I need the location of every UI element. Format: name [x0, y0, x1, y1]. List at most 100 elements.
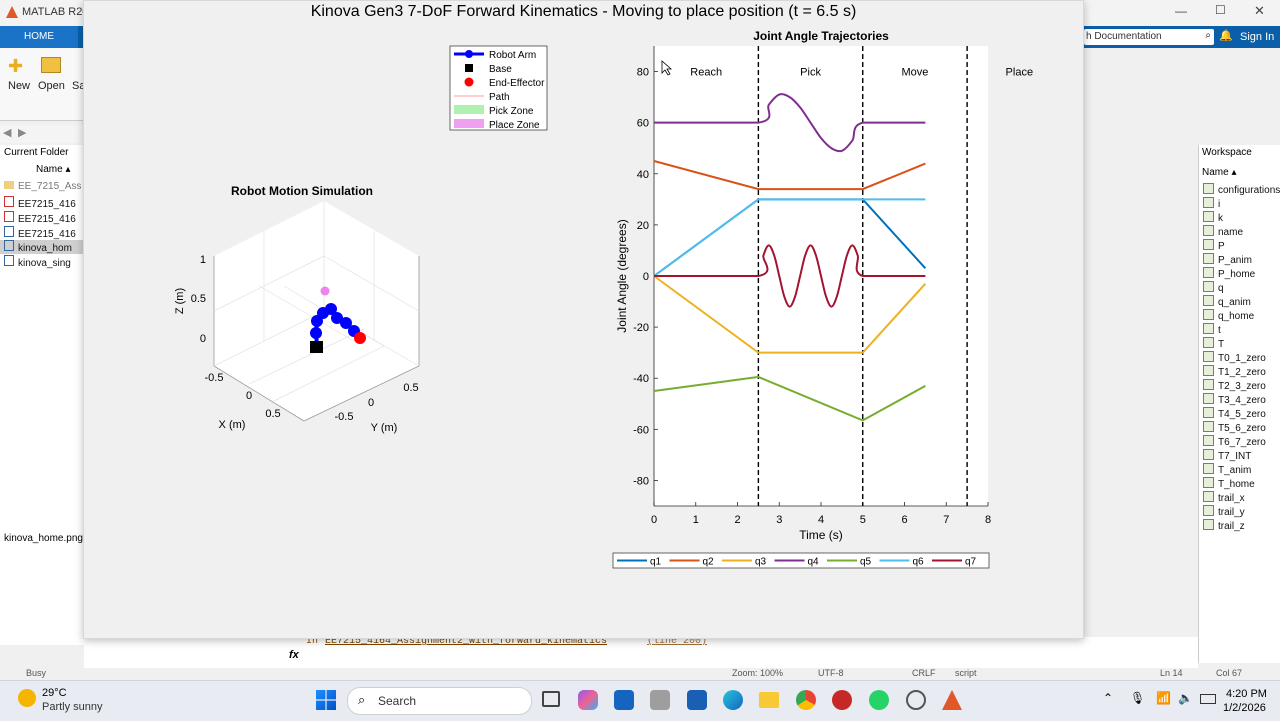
workspace-variable[interactable]: P_anim	[1203, 253, 1252, 266]
bell-icon[interactable]: 🔔	[1219, 30, 1233, 42]
workspace-variable[interactable]: k	[1203, 211, 1223, 224]
sign-in-link[interactable]: Sign In	[1240, 31, 1275, 43]
weather-desc[interactable]: Partly sunny	[42, 701, 103, 713]
whatsapp-icon[interactable]	[869, 690, 889, 710]
sim-3d-axes[interactable]: 1 0.5 0 Z (m) -0.5 0 0.5 X (m) -0.5 0 0.…	[174, 201, 420, 434]
close-button[interactable]: ✕	[1254, 3, 1265, 18]
x-tick-label: 0	[651, 514, 657, 526]
variable-icon	[1203, 351, 1214, 362]
robot-joint	[325, 303, 337, 315]
cmd-line-link[interactable]: (line 200)	[647, 636, 708, 647]
workspace-variable[interactable]: P	[1203, 239, 1225, 252]
app-icon[interactable]	[650, 690, 670, 710]
taskbar-search-box[interactable]: ⌕ Search	[347, 687, 532, 715]
clock-date[interactable]: 1/2/2026	[1223, 702, 1266, 714]
workspace-variable[interactable]: T_anim	[1203, 463, 1251, 476]
command-window[interactable]: In EE7215_4164_Assignment2_with_forward_…	[84, 636, 1198, 668]
new-icon[interactable]: ✚	[8, 56, 24, 76]
workspace-variable[interactable]: T5_6_zero	[1203, 421, 1266, 434]
file-preview-tab[interactable]: kinova_home.png	[4, 533, 83, 544]
search-docs-input[interactable]: h Documentation ⌕	[1084, 29, 1214, 45]
file-item[interactable]: EE7215_416	[4, 211, 76, 225]
legend-label: Robot Arm	[489, 50, 536, 61]
workspace-variable[interactable]: q	[1203, 281, 1224, 294]
workspace-variable[interactable]: T4_5_zero	[1203, 407, 1266, 420]
workspace-variable[interactable]: T	[1203, 337, 1224, 350]
forward-icon[interactable]: ▶	[18, 127, 27, 139]
joint-angle-chart[interactable]: 0 1 2 3 4 5 6 7 8 -80 -60 -40 -20 0 20 40 60 80 Joint Angl…	[612, 29, 1033, 569]
workspace-variable[interactable]: name	[1203, 225, 1243, 238]
weather-temp[interactable]: 29°C	[42, 687, 67, 699]
chart-title: Joint Angle Trajectories	[753, 29, 889, 43]
workspace-variable[interactable]: trail_y	[1203, 505, 1245, 518]
app-icon[interactable]	[906, 690, 926, 710]
robot-joint	[340, 317, 352, 329]
workspace-variable[interactable]: q_anim	[1203, 295, 1251, 308]
volume-icon[interactable]: 🔈	[1178, 691, 1193, 705]
legend-label: q5	[860, 557, 872, 568]
taskbar-search-label: Search	[378, 694, 417, 708]
open-button[interactable]: Open	[38, 80, 65, 92]
workspace-name-header[interactable]: Name ▴	[1202, 167, 1237, 178]
fx-icon: fx	[289, 649, 299, 661]
matlab-taskbar-icon[interactable]	[942, 690, 962, 710]
x-tick-label: 1	[693, 514, 699, 526]
workspace-variable[interactable]: trail_x	[1203, 491, 1245, 504]
file-item[interactable]: kinova_sing	[4, 255, 71, 269]
task-view-icon[interactable]	[542, 691, 560, 707]
workspace-variable[interactable]: T6_7_zero	[1203, 435, 1266, 448]
legend-label: q1	[650, 557, 662, 568]
workspace-variable[interactable]: configurations	[1203, 183, 1280, 196]
tab-home[interactable]: HOME	[0, 26, 78, 48]
chrome-icon[interactable]	[796, 690, 816, 710]
workspace-variable[interactable]: T3_4_zero	[1203, 393, 1266, 406]
edge-icon[interactable]	[723, 690, 743, 710]
address-bar[interactable]: ◀ ▶	[0, 125, 84, 143]
outlook-icon[interactable]	[614, 690, 634, 710]
app-icon[interactable]	[687, 690, 707, 710]
chevron-up-icon[interactable]: ⌃	[1103, 691, 1114, 705]
workspace-variable[interactable]: T2_3_zero	[1203, 379, 1266, 392]
copilot-icon[interactable]	[578, 690, 598, 710]
new-button[interactable]: New	[8, 80, 31, 92]
series-line-q2	[653, 160, 926, 191]
status-line: Ln 14	[1160, 668, 1183, 678]
place-zone-marker	[320, 286, 330, 296]
workspace-variable[interactable]: T_home	[1203, 477, 1255, 490]
workspace-variable[interactable]: P_home	[1203, 267, 1255, 280]
series-line-q5	[653, 375, 926, 422]
workspace-variable[interactable]: q_home	[1203, 309, 1254, 322]
workspace-variable[interactable]: T7_INT	[1203, 449, 1251, 462]
variable-icon	[1203, 211, 1214, 222]
windows-start-icon[interactable]	[316, 690, 336, 710]
file-item[interactable]: EE7215_416	[4, 226, 76, 240]
app-icon[interactable]	[832, 690, 852, 710]
figure-window[interactable]: Kinova Gen3 7-DoF Forward Kinematics - M…	[83, 0, 1084, 639]
weather-icon[interactable]	[18, 689, 36, 707]
battery-icon[interactable]	[1200, 694, 1216, 704]
wifi-icon[interactable]: 📶	[1156, 691, 1171, 705]
variable-icon	[1203, 449, 1214, 460]
workspace-variable[interactable]: T0_1_zero	[1203, 351, 1266, 364]
clock-time[interactable]: 4:20 PM	[1226, 688, 1267, 700]
workspace-variable[interactable]: i	[1203, 197, 1220, 210]
workspace-variable[interactable]: T1_2_zero	[1203, 365, 1266, 378]
back-icon[interactable]: ◀	[3, 127, 12, 139]
maximize-button[interactable]: ☐	[1215, 3, 1226, 17]
name-column-header[interactable]: Name ▴	[36, 164, 71, 175]
save-button[interactable]: Sa	[72, 80, 86, 92]
pdf-icon	[4, 196, 14, 207]
file-explorer-icon[interactable]	[759, 692, 779, 708]
open-icon[interactable]	[41, 57, 61, 73]
file-item-selected[interactable]: kinova_hom	[0, 240, 84, 254]
minimize-button[interactable]: —	[1175, 4, 1187, 18]
file-item[interactable]: EE_7215_Ass	[4, 181, 81, 192]
cmd-file-link[interactable]: EE7215_4164_Assignment2_with_forward_kin…	[325, 636, 608, 647]
workspace-variable[interactable]: trail_z	[1203, 519, 1245, 532]
file-item[interactable]: EE7215_416	[4, 196, 76, 210]
variable-icon	[1203, 197, 1214, 208]
microphone-icon[interactable]: 🎙	[1130, 691, 1146, 705]
series-line-q6	[653, 198, 926, 277]
workspace-variable[interactable]: t	[1203, 323, 1221, 336]
sim-legend[interactable]: Robot Arm Base End-Effector Path Pick Zo…	[449, 45, 548, 131]
